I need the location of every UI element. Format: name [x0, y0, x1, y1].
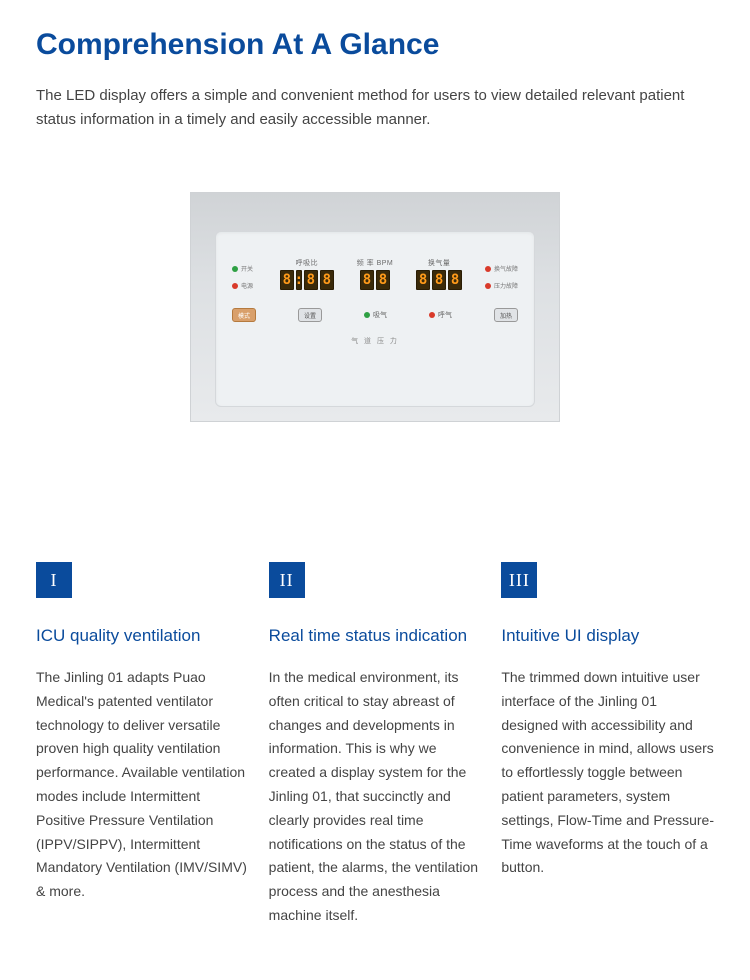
seg-digit: 8 — [376, 270, 390, 290]
seg-digit: : — [296, 270, 302, 290]
led-label: 开关 — [241, 264, 253, 273]
feature-column: III Intuitive UI display The trimmed dow… — [501, 562, 714, 928]
feature-body: The trimmed down intuitive user interfac… — [501, 666, 714, 880]
feature-body: In the medical environment, its often cr… — [269, 666, 482, 928]
feature-title: ICU quality ventilation — [36, 626, 249, 646]
heat-button: 加热 — [494, 308, 518, 322]
intro-paragraph: The LED display offers a simple and conv… — [36, 84, 714, 132]
feature-column: I ICU quality ventilation The Jinling 01… — [36, 562, 249, 928]
mode-button: 模式 — [232, 308, 256, 322]
inhale-indicator: 吸气 — [364, 310, 387, 320]
led-label: 换气故障 — [494, 264, 518, 273]
led-row: 开关 电源 呼吸比 8 : 8 8 频 率 BPM — [232, 258, 518, 290]
device-image: 开关 电源 呼吸比 8 : 8 8 频 率 BPM — [190, 192, 560, 422]
led-group-label: 呼吸比 — [296, 258, 319, 268]
seg-digit: 8 — [432, 270, 446, 290]
power-off-led — [232, 283, 238, 289]
alarm-led — [485, 266, 491, 272]
seg-digit: 8 — [448, 270, 462, 290]
roman-numeral-badge: I — [36, 562, 72, 598]
seg-digit: 8 — [416, 270, 430, 290]
device-image-wrap: 开关 电源 呼吸比 8 : 8 8 频 率 BPM — [36, 192, 714, 422]
alarm-led — [485, 283, 491, 289]
power-on-led — [232, 266, 238, 272]
led-group-bpm: 频 率 BPM 8 8 — [357, 258, 394, 290]
panel-bottom-label: 气 道 压 力 — [232, 336, 518, 346]
led-group-volume: 换气量 8 8 8 — [416, 258, 462, 290]
right-indicator-leds: 换气故障 压力故障 — [485, 264, 518, 290]
page-heading: Comprehension At A Glance — [36, 28, 714, 62]
roman-numeral-badge: III — [501, 562, 537, 598]
led-label: 电源 — [241, 281, 253, 290]
led-label: 压力故障 — [494, 281, 518, 290]
led-group-label: 换气量 — [428, 258, 451, 268]
exhale-indicator: 呼气 — [429, 310, 452, 320]
seg-digit: 8 — [320, 270, 334, 290]
led-group-label: 频 率 BPM — [357, 258, 394, 268]
button-row: 模式 设置 吸气 呼气 加热 — [232, 308, 518, 322]
led-group-ratio: 呼吸比 8 : 8 8 — [280, 258, 334, 290]
feature-body: The Jinling 01 adapts Puao Medical's pat… — [36, 666, 249, 904]
seg-digit: 8 — [360, 270, 374, 290]
roman-numeral-badge: II — [269, 562, 305, 598]
feature-columns: I ICU quality ventilation The Jinling 01… — [36, 562, 714, 928]
seg-digit: 8 — [280, 270, 294, 290]
left-indicator-leds: 开关 电源 — [232, 264, 253, 290]
feature-title: Real time status indication — [269, 626, 482, 646]
device-panel: 开关 电源 呼吸比 8 : 8 8 频 率 BPM — [215, 231, 535, 407]
feature-column: II Real time status indication In the me… — [269, 562, 482, 928]
setting-button: 设置 — [298, 308, 322, 322]
feature-title: Intuitive UI display — [501, 626, 714, 646]
seg-digit: 8 — [304, 270, 318, 290]
